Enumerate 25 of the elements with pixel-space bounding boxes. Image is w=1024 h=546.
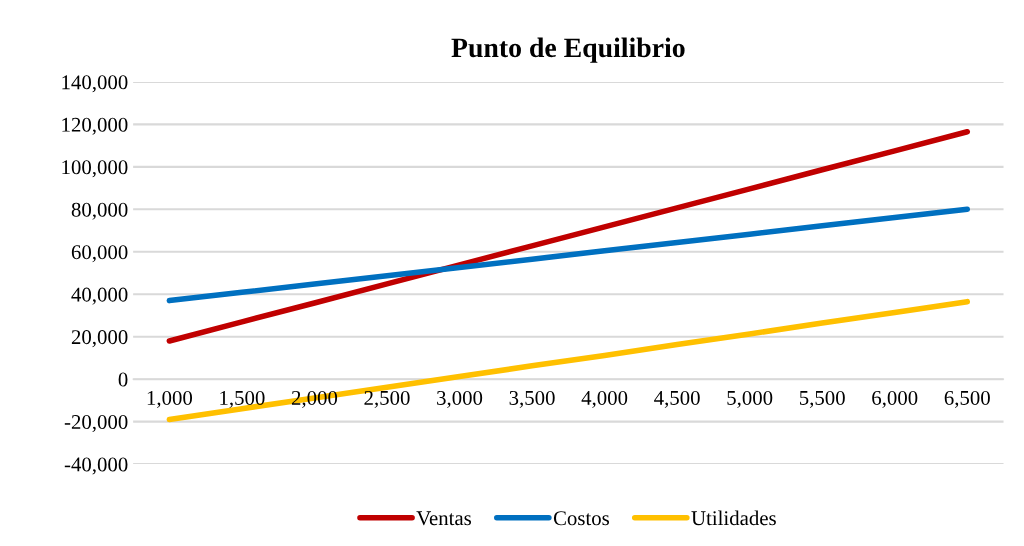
- x-tick-label: 6,000: [872, 390, 918, 408]
- y-tick-label: -40,000: [64, 457, 128, 475]
- y-tick-label: 100,000: [62, 160, 128, 178]
- x-tick-label: 5,000: [727, 390, 773, 408]
- x-tick-label: 5,500: [799, 390, 845, 408]
- x-tick-label: 6,500: [944, 390, 990, 408]
- chart-title: Punto de Equilibrio: [451, 37, 685, 63]
- x-tick-label: 2,500: [364, 390, 410, 408]
- y-tick-label: 40,000: [71, 287, 128, 305]
- y-tick-label: 60,000: [71, 245, 128, 263]
- x-tick-label: 1,500: [220, 390, 265, 408]
- y-tick-label: 140,000: [62, 75, 128, 93]
- legend-label: Ventas: [416, 511, 472, 526]
- y-tick-label: 120,000: [62, 117, 128, 135]
- y-tick-label: 80,000: [71, 202, 128, 220]
- x-tick-label: 3,000: [437, 390, 483, 408]
- x-tick-label: 1,000: [147, 390, 193, 408]
- x-tick-label: 3,500: [509, 390, 555, 408]
- y-tick-label: 0: [118, 372, 128, 387]
- x-tick-label: 4,000: [581, 390, 628, 408]
- y-tick-label: 20,000: [71, 330, 128, 348]
- legend-label: Utilidades: [691, 510, 776, 526]
- y-tick-label: -20,000: [64, 415, 128, 433]
- legend-label: Costos: [553, 511, 610, 526]
- x-tick-label: 4,500: [654, 390, 700, 408]
